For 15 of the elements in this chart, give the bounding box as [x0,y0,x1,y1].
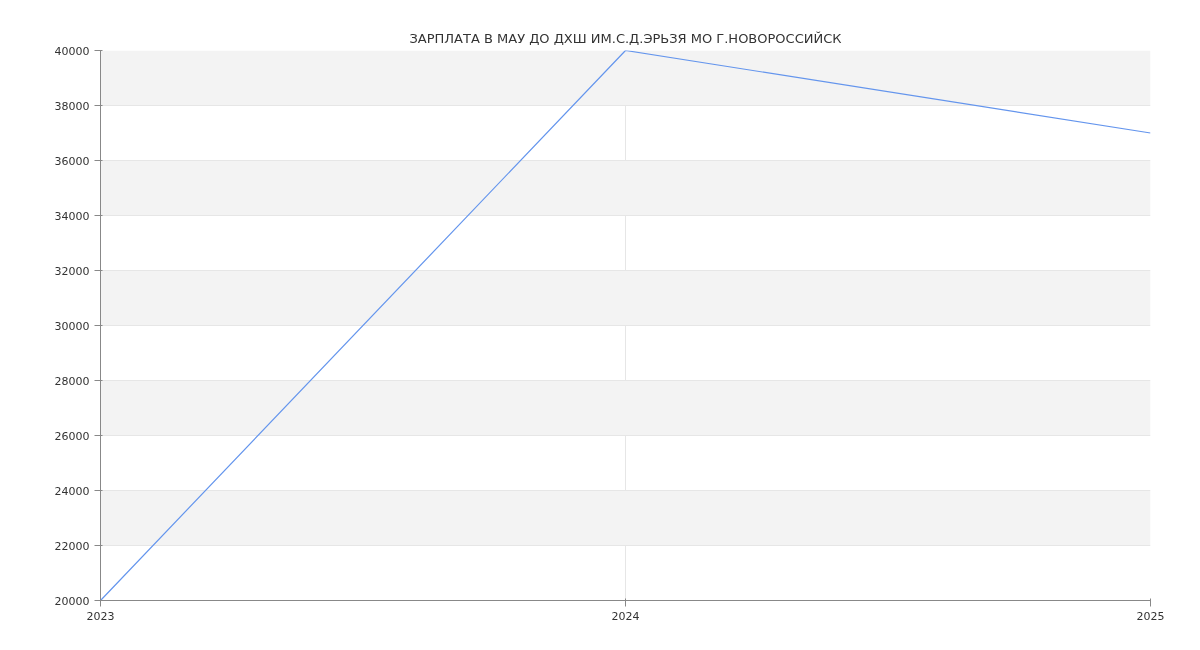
chart-title: ЗАРПЛАТА В МАУ ДО ДХШ ИМ.С.Д.ЭРЬЗЯ МО Г.НОВОРОССИЙСК [409,30,842,46]
y-tick-label: 34000 [54,209,90,223]
y-tick-label: 26000 [54,429,90,443]
x-tick-label: 2025 [1136,609,1165,623]
y-tick-label: 40000 [54,44,90,58]
y-tick-label: 24000 [54,484,90,498]
y-tick-label: 20000 [54,594,90,608]
y-tick-label: 28000 [54,374,90,388]
y-tick-label: 38000 [54,99,90,113]
y-tick-label: 36000 [54,154,90,168]
x-tick-label: 2024 [611,609,640,623]
y-tick-label: 22000 [54,539,90,553]
y-tick-label: 30000 [54,319,90,333]
x-tick-label: 2023 [86,609,115,623]
y-tick-label: 32000 [54,264,90,278]
